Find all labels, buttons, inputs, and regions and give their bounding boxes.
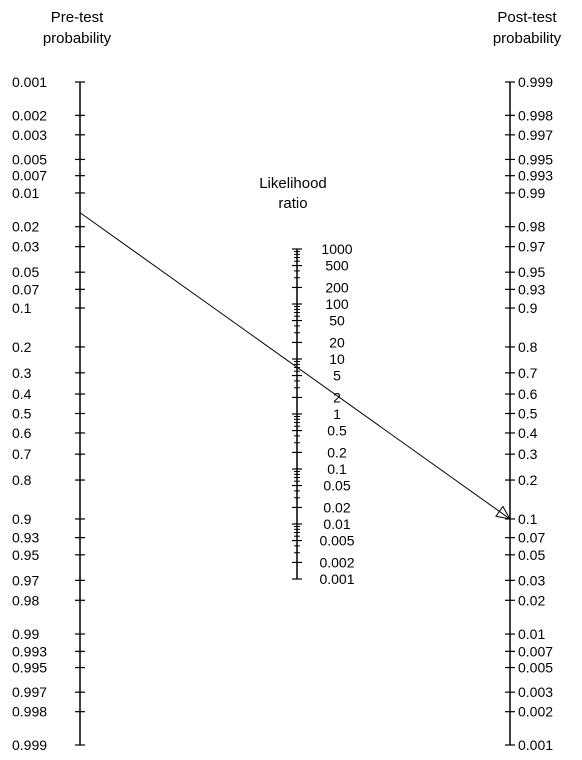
likelihood-ratio-tick-label: 0.02 (323, 499, 350, 515)
post-test-tick-label: 0.03 (518, 572, 545, 588)
post-test-tick-label: 0.993 (518, 168, 553, 184)
pre-test-tick-label: 0.005 (12, 151, 47, 167)
post-test-tick-label: 0.4 (518, 425, 538, 441)
post-test-tick-label: 0.98 (518, 219, 545, 235)
example-line-arrowhead (495, 505, 511, 520)
pre-test-tick-label: 0.02 (12, 219, 39, 235)
likelihood-ratio-ticks: 10005002001005020105210.50.20.10.050.020… (292, 241, 355, 587)
post-test-tick-label: 0.3 (518, 446, 538, 462)
pre-test-tick-label: 0.997 (12, 684, 47, 700)
pre-test-tick-label: 0.05 (12, 264, 39, 280)
post-test-tick-label: 0.6 (518, 386, 538, 402)
post-test-tick-label: 0.07 (518, 530, 545, 546)
likelihood-ratio-tick-label: 5 (333, 368, 341, 384)
pre-test-tick-label: 0.3 (12, 365, 32, 381)
post-test-tick-label: 0.7 (518, 365, 538, 381)
post-test-tick-label: 0.007 (518, 643, 553, 659)
post-test-tick-label: 0.02 (518, 592, 545, 608)
pre-test-tick-label: 0.07 (12, 281, 39, 297)
post-test-tick-label: 0.5 (518, 406, 538, 422)
pre-test-tick-label: 0.93 (12, 530, 39, 546)
post-test-tick-label: 0.005 (518, 660, 553, 676)
pre-test-tick-label: 0.001 (12, 74, 47, 90)
post-test-tick-label: 0.05 (518, 547, 545, 563)
pre-test-tick-label: 0.99 (12, 626, 39, 642)
likelihood-ratio-title-line2: ratio (278, 195, 307, 212)
likelihood-ratio-tick-label: 10 (329, 351, 345, 367)
post-test-tick-label: 0.003 (518, 684, 553, 700)
post-test-tick-label: 0.998 (518, 107, 553, 123)
post-test-tick-label: 0.93 (518, 281, 545, 297)
likelihood-ratio-tick-label: 0.002 (319, 554, 354, 570)
pre-test-tick-label: 0.993 (12, 643, 47, 659)
pre-test-tick-label: 0.4 (12, 386, 32, 402)
post-test-tick-label: 0.1 (518, 511, 538, 527)
likelihood-ratio-tick-label: 20 (329, 334, 345, 350)
pre-test-tick-label: 0.9 (12, 511, 32, 527)
pre-test-title-line1: Pre-test (51, 9, 104, 26)
likelihood-ratio-tick-label: 0.001 (319, 571, 354, 587)
likelihood-ratio-tick-label: 0.1 (327, 461, 347, 477)
post-test-title-line2: probability (493, 30, 562, 47)
pre-test-tick-label: 0.5 (12, 406, 32, 422)
pre-test-tick-label: 0.007 (12, 168, 47, 184)
example-nomogram-line (79, 212, 511, 520)
likelihood-ratio-tick-label: 0.005 (319, 533, 354, 549)
post-test-tick-label: 0.97 (518, 239, 545, 255)
pre-test-tick-label: 0.98 (12, 592, 39, 608)
likelihood-ratio-tick-label: 1000 (321, 241, 352, 257)
likelihood-ratio-title-line1: Likelihood (259, 175, 327, 192)
pre-test-tick-label: 0.002 (12, 107, 47, 123)
likelihood-ratio-tick-label: 500 (325, 258, 349, 274)
pre-test-tick-label: 0.97 (12, 572, 39, 588)
likelihood-ratio-tick-label: 50 (329, 313, 345, 329)
likelihood-ratio-tick-label: 100 (325, 296, 349, 312)
likelihood-ratio-tick-label: 1 (333, 406, 341, 422)
likelihood-ratio-tick-label: 200 (325, 279, 349, 295)
post-test-tick-label: 0.8 (518, 339, 538, 355)
pre-test-tick-label: 0.7 (12, 446, 32, 462)
pre-test-tick-label: 0.6 (12, 425, 32, 441)
pre-test-tick-label: 0.95 (12, 547, 39, 563)
pre-test-tick-label: 0.2 (12, 339, 32, 355)
post-test-tick-label: 0.95 (518, 264, 545, 280)
pre-test-tick-label: 0.01 (12, 185, 39, 201)
post-test-tick-label: 0.2 (518, 472, 538, 488)
likelihood-ratio-tick-label: 0.05 (323, 478, 350, 494)
pre-test-tick-label: 0.8 (12, 472, 32, 488)
pre-test-tick-label: 0.003 (12, 127, 47, 143)
post-test-tick-label: 0.001 (518, 737, 553, 753)
post-test-tick-label: 0.9 (518, 300, 538, 316)
pre-test-tick-label: 0.03 (12, 239, 39, 255)
post-test-tick-label: 0.99 (518, 185, 545, 201)
post-test-tick-label: 0.997 (518, 127, 553, 143)
post-test-tick-label: 0.999 (518, 74, 553, 90)
post-test-title-line1: Post-test (497, 9, 557, 26)
pre-test-tick-label: 0.995 (12, 660, 47, 676)
likelihood-ratio-tick-label: 0.5 (327, 423, 347, 439)
post-test-tick-label: 0.002 (518, 704, 553, 720)
likelihood-ratio-tick-label: 0.01 (323, 516, 350, 532)
post-test-tick-label: 0.995 (518, 151, 553, 167)
pre-test-tick-label: 0.999 (12, 737, 47, 753)
pre-test-tick-label: 0.998 (12, 704, 47, 720)
pre-test-title-line2: probability (43, 30, 112, 47)
likelihood-ratio-tick-label: 2 (333, 389, 341, 405)
likelihood-ratio-tick-label: 0.2 (327, 444, 347, 460)
pre-test-tick-label: 0.1 (12, 300, 32, 316)
post-test-tick-label: 0.01 (518, 626, 545, 642)
